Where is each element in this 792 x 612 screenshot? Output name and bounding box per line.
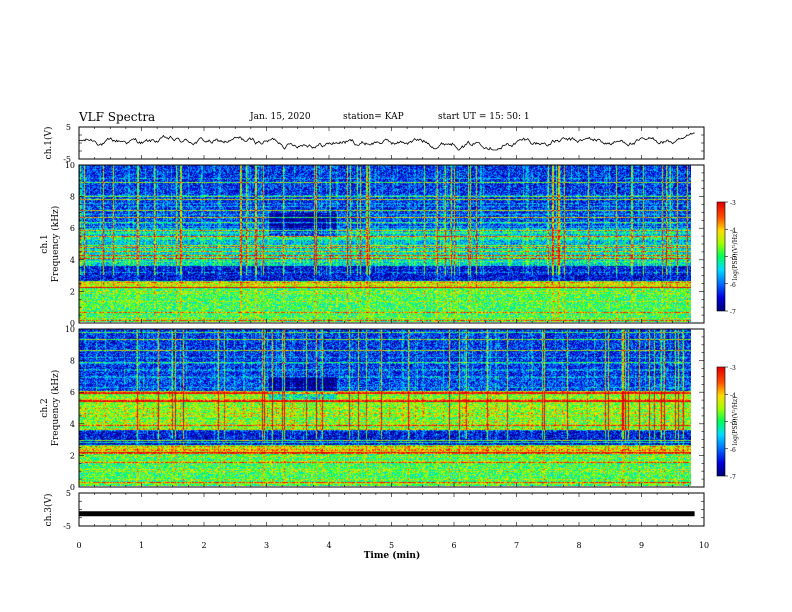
ch1-frequency-ylabel: Frequency (kHz) (50, 206, 61, 283)
ch1-colorbar-label: log(PSD)(V²/Hz) (732, 232, 739, 281)
x-tick-label: 9 (639, 541, 644, 550)
x-tick-label: 6 (451, 541, 456, 550)
ch2-spectrogram-frame (78, 328, 705, 488)
colorbar-tick-label: -7 (730, 474, 736, 481)
ch2-colorbar-label: log(PSD)(V²/Hz) (732, 397, 739, 446)
y-tick-label: 0 (70, 319, 75, 328)
x-tick-label: 3 (264, 541, 269, 550)
colorbar-tick-label: -3 (730, 365, 736, 372)
x-tick-label: 10 (699, 541, 709, 550)
colorbar-tick-label: -5 (730, 420, 736, 427)
y-tick-label: 6 (70, 224, 75, 233)
y-tick-label: 10 (65, 325, 75, 334)
y-tick-label: 5 (66, 123, 71, 132)
ch1-spectrogram-image (79, 165, 691, 322)
y-tick-label: 8 (70, 357, 75, 366)
ch2-frequency-ylabel: Frequency (kHz) (50, 370, 61, 447)
ch2-colorbar (717, 367, 725, 476)
x-tick-label: 7 (514, 541, 519, 550)
colorbar-tick-label: -7 (730, 309, 736, 316)
ch1-waveform-line (78, 132, 695, 151)
ch1-waveform-ylabel: ch.1(V) (43, 127, 54, 160)
y-tick-label: 10 (65, 161, 75, 170)
colorbar-tick-label: -4 (730, 227, 736, 234)
ch1-colorbar (717, 202, 725, 311)
ch1-spectrogram-frame (78, 164, 705, 324)
x-axis-label: Time (min) (364, 550, 421, 561)
colorbar-frame (716, 366, 726, 477)
ch2-spectrogram-image (79, 329, 691, 486)
y-tick-label: 6 (70, 388, 75, 397)
x-tick-label: 5 (389, 541, 394, 550)
y-tick-label: -5 (63, 155, 71, 164)
x-tick-label: 0 (76, 541, 81, 550)
colorbar-tick-label: -6 (730, 447, 736, 454)
y-tick-label: 5 (66, 489, 71, 498)
colorbar-tick-label: -5 (730, 255, 736, 262)
y-tick-label: -5 (63, 522, 71, 531)
header-date: Jan. 15, 2020 (250, 112, 311, 122)
ch3-waveform-frame (78, 492, 705, 527)
y-tick-label: 4 (70, 256, 75, 265)
ch3-waveform-ylabel: ch.3(V) (43, 494, 54, 527)
colorbar-tick-label: -3 (730, 200, 736, 207)
y-tick-label: 0 (70, 483, 75, 492)
ch2-channel-label: ch.2 (40, 398, 50, 417)
x-tick-label: 1 (139, 541, 144, 550)
header-start-ut: start UT = 15: 50: 1 (438, 112, 530, 122)
x-tick-label: 4 (326, 541, 331, 550)
header-station: station= KAP (343, 112, 404, 122)
colorbar-tick-label: -4 (730, 392, 736, 399)
y-tick-label: 2 (70, 451, 75, 460)
ch1-channel-label: ch.1 (40, 234, 50, 253)
chart-title: VLF Spectra (79, 110, 156, 124)
y-tick-label: 8 (70, 193, 75, 202)
colorbar-tick-label: -6 (730, 282, 736, 289)
y-tick-label: 2 (70, 287, 75, 296)
colorbar-frame (716, 201, 726, 312)
x-tick-label: 2 (201, 541, 206, 550)
y-tick-label: 4 (70, 420, 75, 429)
x-tick-label: 8 (576, 541, 581, 550)
